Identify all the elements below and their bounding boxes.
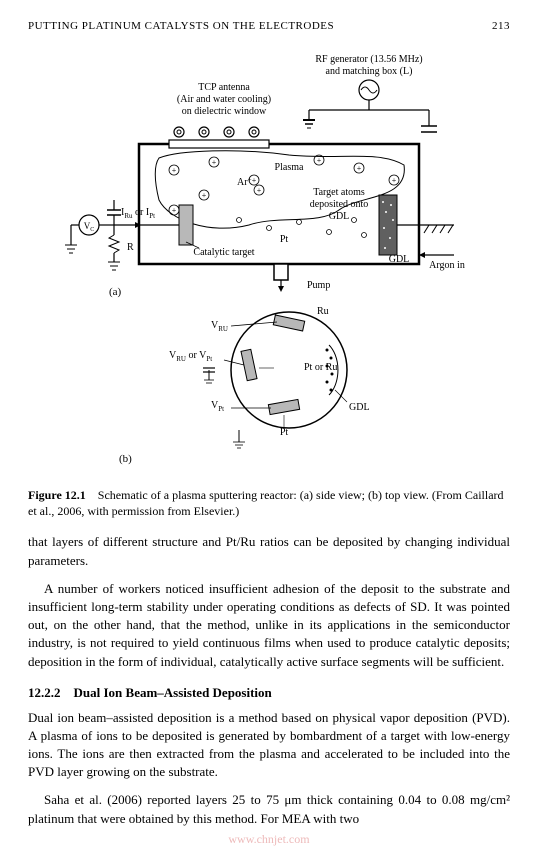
pt-label: Pt bbox=[280, 234, 289, 245]
argon-label: Argon in bbox=[429, 260, 465, 271]
sub-b-label: (b) bbox=[119, 453, 132, 465]
section-number: 12.2.2 bbox=[28, 685, 61, 700]
caption-label: Figure 12.1 bbox=[28, 488, 86, 502]
r-label: R bbox=[127, 242, 134, 253]
gdl2-label: GDL bbox=[389, 254, 410, 265]
vc-label: VC bbox=[84, 221, 95, 233]
plasma-label: Plasma bbox=[275, 162, 304, 173]
svg-text:+: + bbox=[172, 206, 177, 215]
paragraph-3: Dual ion beam–assisted deposition is a m… bbox=[28, 709, 510, 782]
gdl3-label: GDL bbox=[349, 402, 370, 413]
plasma-reactor-diagram: RF generator (13.56 MHz) and matching bo… bbox=[59, 50, 479, 470]
header-title: PUTTING PLATINUM CATALYSTS ON THE ELECTR… bbox=[28, 20, 334, 32]
gdl-label: GDL bbox=[329, 211, 350, 222]
pump-label: Pump bbox=[307, 280, 330, 291]
dielectric-label: on dielectric window bbox=[182, 106, 267, 117]
ru-label: Ru bbox=[317, 306, 329, 317]
deposited-label: deposited onto bbox=[310, 199, 369, 210]
caption-text: Schematic of a plasma sputtering reactor… bbox=[28, 488, 504, 518]
pt2-label: Pt bbox=[280, 427, 289, 438]
target-atoms-label: Target atoms bbox=[313, 187, 365, 198]
figure-12-1: RF generator (13.56 MHz) and matching bo… bbox=[28, 50, 510, 475]
svg-text:+: + bbox=[212, 158, 217, 167]
vru-vpt-label: VRU or VPt bbox=[169, 350, 212, 363]
section-title: Dual Ion Beam–Assisted Deposition bbox=[74, 685, 272, 700]
section-heading: 12.2.2 Dual Ion Beam–Assisted Deposition bbox=[28, 685, 510, 701]
cat-target-label: Catalytic target bbox=[193, 247, 254, 258]
sub-a-label: (a) bbox=[109, 286, 122, 298]
matching-box-label: and matching box (L) bbox=[326, 66, 413, 77]
page-number: 213 bbox=[492, 20, 510, 32]
running-header: PUTTING PLATINUM CATALYSTS ON THE ELECTR… bbox=[28, 20, 510, 32]
watermark: www.chnjet.com bbox=[28, 832, 510, 847]
paragraph-4: Saha et al. (2006) reported layers 25 to… bbox=[28, 791, 510, 827]
svg-text:+: + bbox=[357, 164, 362, 173]
svg-text:+: + bbox=[317, 156, 322, 165]
paragraph-1: that layers of different structure and P… bbox=[28, 533, 510, 569]
figure-caption: Figure 12.1 Schematic of a plasma sputte… bbox=[28, 487, 510, 519]
pt-or-ru-label: Pt or Ru bbox=[304, 362, 337, 373]
svg-text:+: + bbox=[257, 186, 262, 195]
paragraph-2: A number of workers noticed insufficient… bbox=[28, 580, 510, 671]
vpt-label: VPt bbox=[211, 400, 224, 413]
tcp-antenna-label: TCP antenna bbox=[198, 82, 250, 93]
svg-text:+: + bbox=[202, 191, 207, 200]
svg-text:+: + bbox=[392, 176, 397, 185]
air-water-label: (Air and water cooling) bbox=[177, 94, 271, 105]
svg-text:+: + bbox=[252, 176, 257, 185]
svg-text:+: + bbox=[172, 166, 177, 175]
rf-gen-label: RF generator (13.56 MHz) bbox=[315, 54, 422, 65]
vru-label: VRU bbox=[211, 320, 228, 333]
